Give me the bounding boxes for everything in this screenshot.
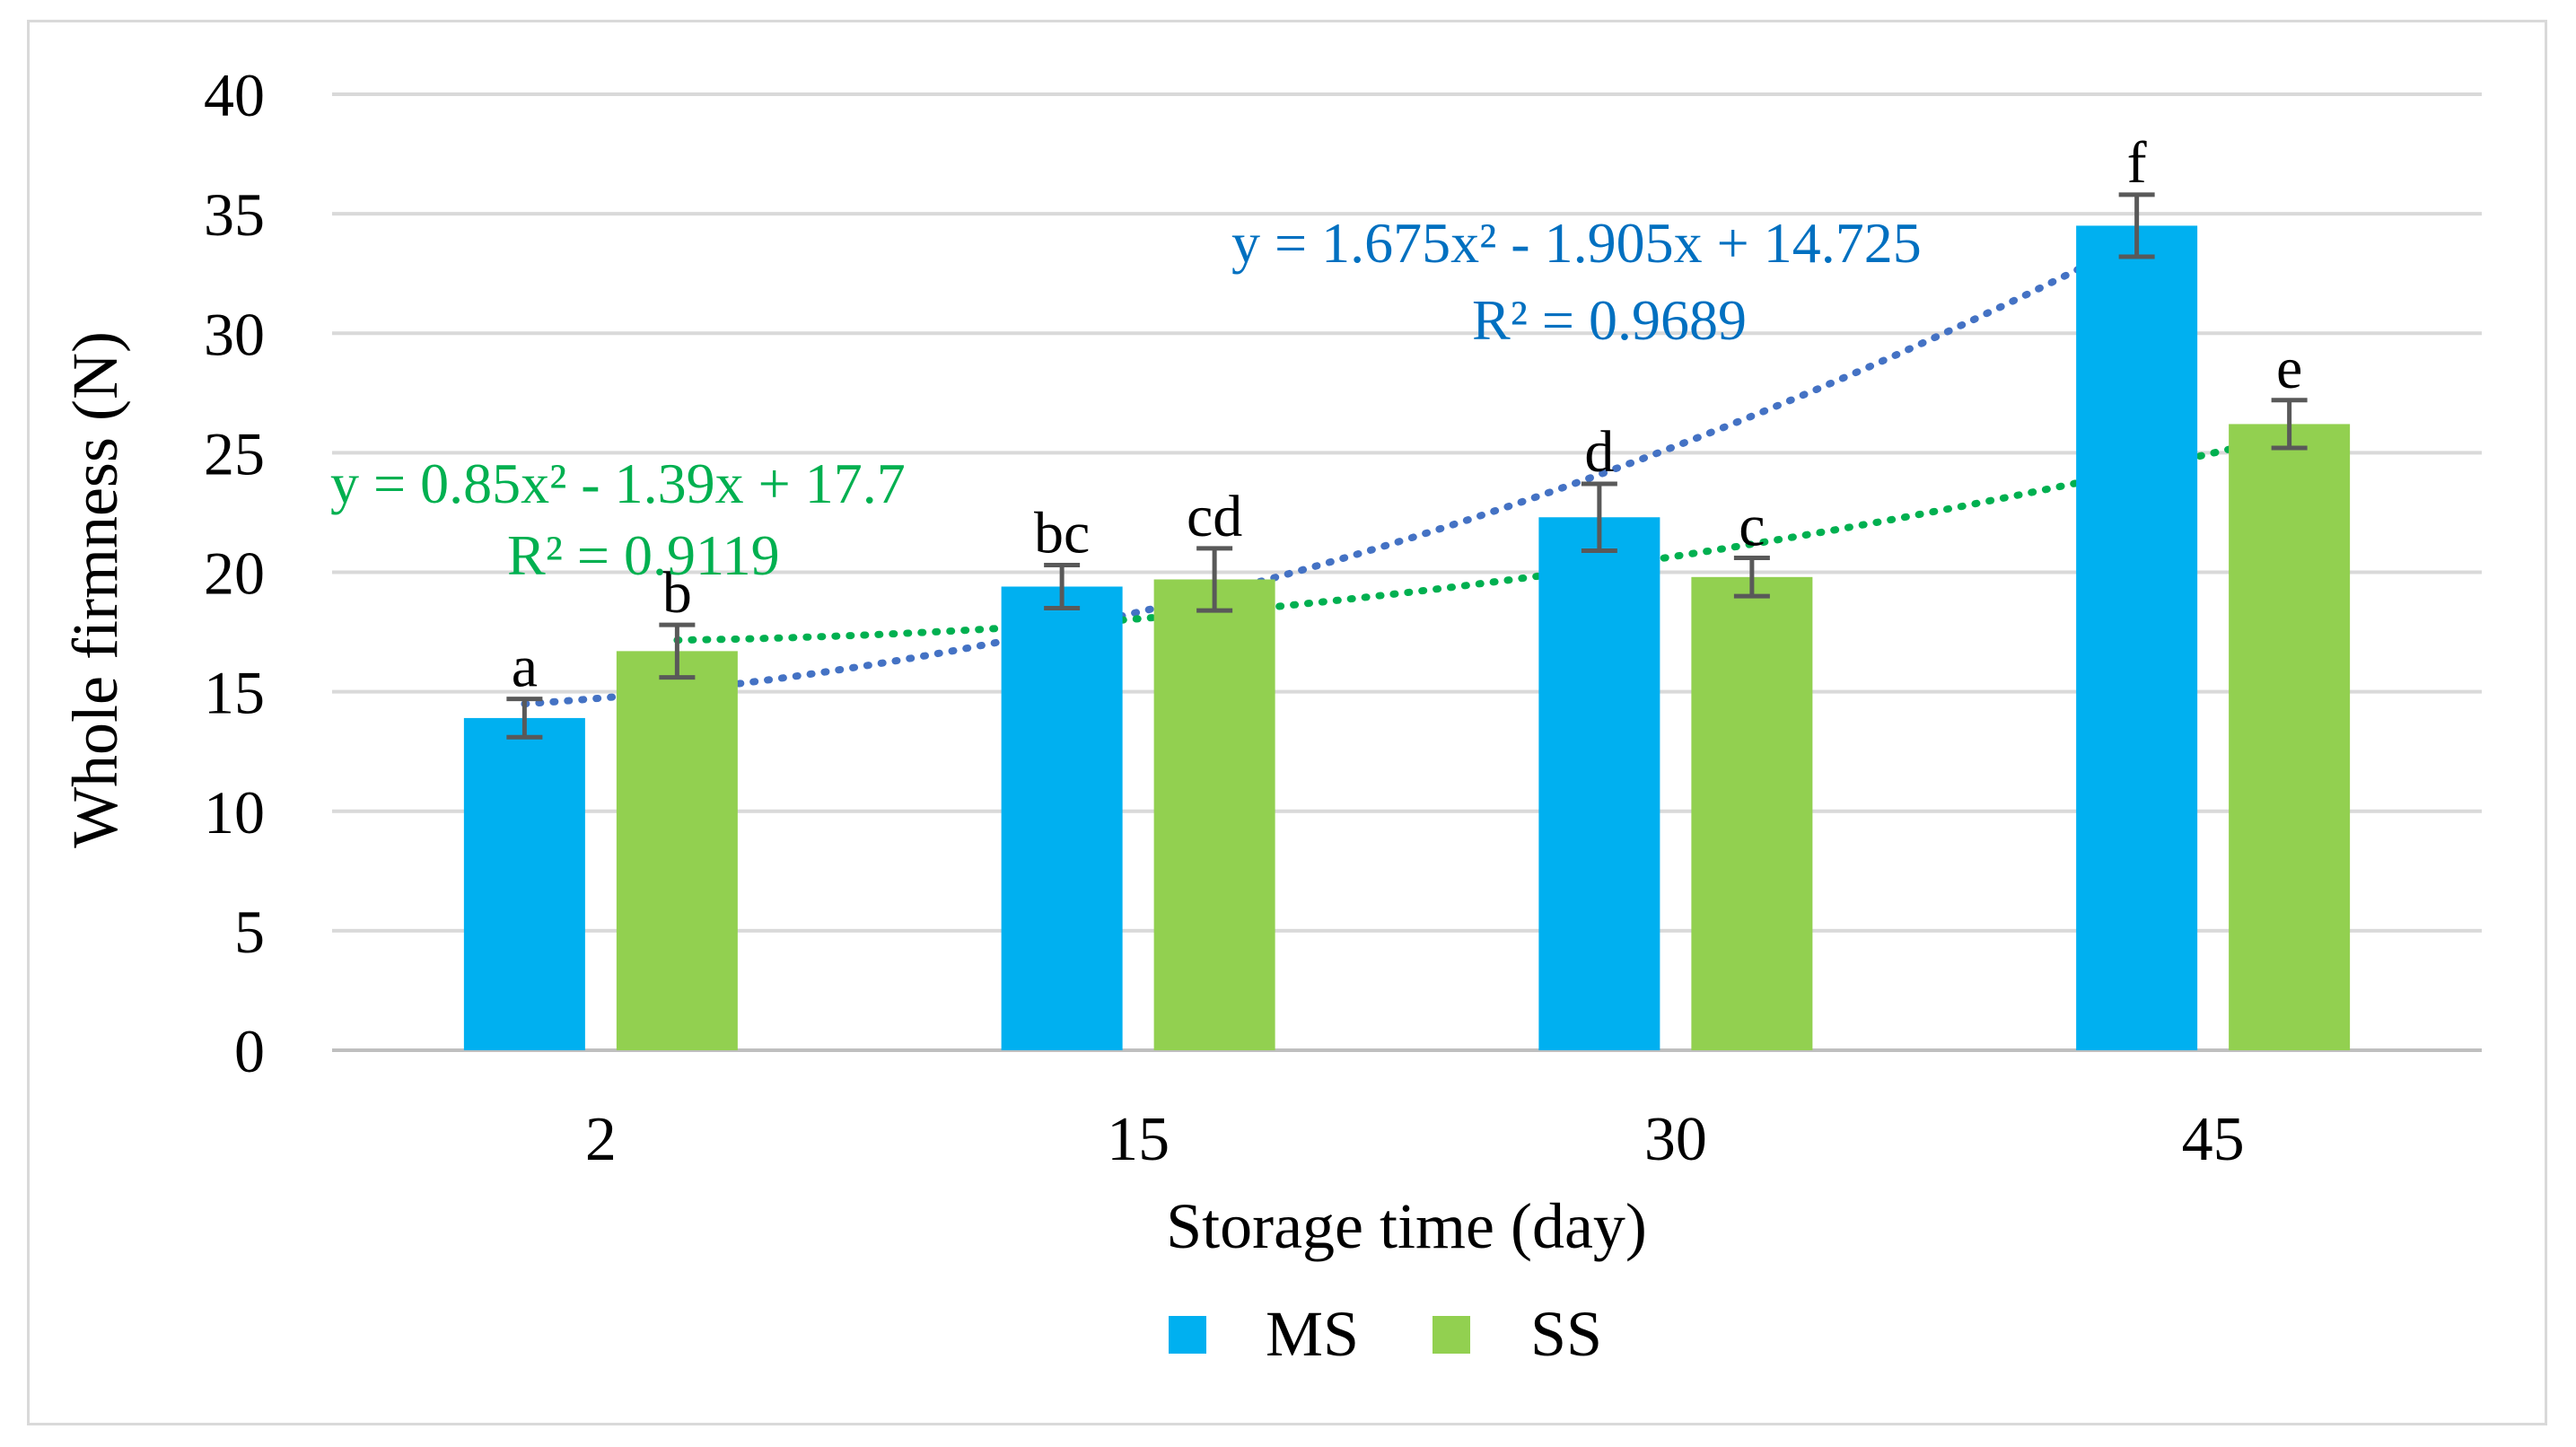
error-bars xyxy=(506,192,2308,740)
significance-letter: e xyxy=(2276,336,2302,401)
legend-ms-label: MS xyxy=(1266,1298,1359,1370)
y-tick-label: 20 xyxy=(204,539,265,608)
significance-letter: f xyxy=(2127,130,2147,196)
y-tick-label: 15 xyxy=(204,659,265,727)
bar-ms-2 xyxy=(463,717,585,1050)
bar-ss-30 xyxy=(1691,576,1813,1050)
significance-letter: b xyxy=(662,560,692,626)
y-tick-label: 25 xyxy=(204,419,265,487)
legend-ms-swatch xyxy=(1169,1316,1206,1354)
bar-ms-30 xyxy=(1538,517,1660,1050)
bar-ms-15 xyxy=(1001,586,1123,1050)
legend-ss-swatch xyxy=(1433,1316,1470,1354)
significance-letter: cd xyxy=(1187,484,1242,549)
y-tick-labels: 0 5 10 15 20 25 30 35 40 xyxy=(204,61,265,1085)
significance-letter: d xyxy=(1584,419,1614,485)
ms-trendline-group xyxy=(521,236,2141,708)
x-tick-labels: 2 15 30 45 xyxy=(585,1105,2245,1174)
bar-ss-2 xyxy=(616,651,738,1050)
ms-trend-equation: y = 1.675x² - 1.905x + 14.725 xyxy=(1231,211,1922,275)
y-tick-label: 30 xyxy=(204,300,265,368)
ms-trend-r2: R² = 0.9689 xyxy=(1472,288,1747,352)
bar-ss-45 xyxy=(2229,424,2351,1050)
significance-letter: a xyxy=(512,635,538,700)
bar-ms-45 xyxy=(2076,225,2198,1050)
x-tick-label: 45 xyxy=(2182,1105,2245,1174)
ss-trend-r2: R² = 0.9119 xyxy=(507,523,780,587)
x-tick-label: 2 xyxy=(585,1105,617,1174)
y-tick-label: 0 xyxy=(234,1017,265,1085)
y-tick-label: 35 xyxy=(204,180,265,249)
y-tick-label: 10 xyxy=(204,778,265,846)
y-tick-label: 40 xyxy=(204,61,265,129)
significance-letter: c xyxy=(1739,494,1765,559)
y-axis-title: Whole firmness (N) xyxy=(59,331,131,848)
trendline-ms xyxy=(521,236,2141,708)
ss-trendline-group xyxy=(673,431,2293,645)
bars xyxy=(463,225,2351,1050)
significance-letter: bc xyxy=(1034,501,1090,566)
bar-ss-15 xyxy=(1153,579,1275,1050)
x-tick-label: 30 xyxy=(1644,1105,1707,1174)
x-axis-title: Storage time (day) xyxy=(1166,1190,1647,1262)
legend-ss-label: SS xyxy=(1530,1298,1602,1370)
trendline-ss xyxy=(673,431,2293,645)
y-tick-label: 5 xyxy=(234,898,265,966)
ss-trend-equation: y = 0.85x² - 1.39x + 17.7 xyxy=(330,452,906,515)
x-tick-label: 15 xyxy=(1107,1105,1170,1174)
